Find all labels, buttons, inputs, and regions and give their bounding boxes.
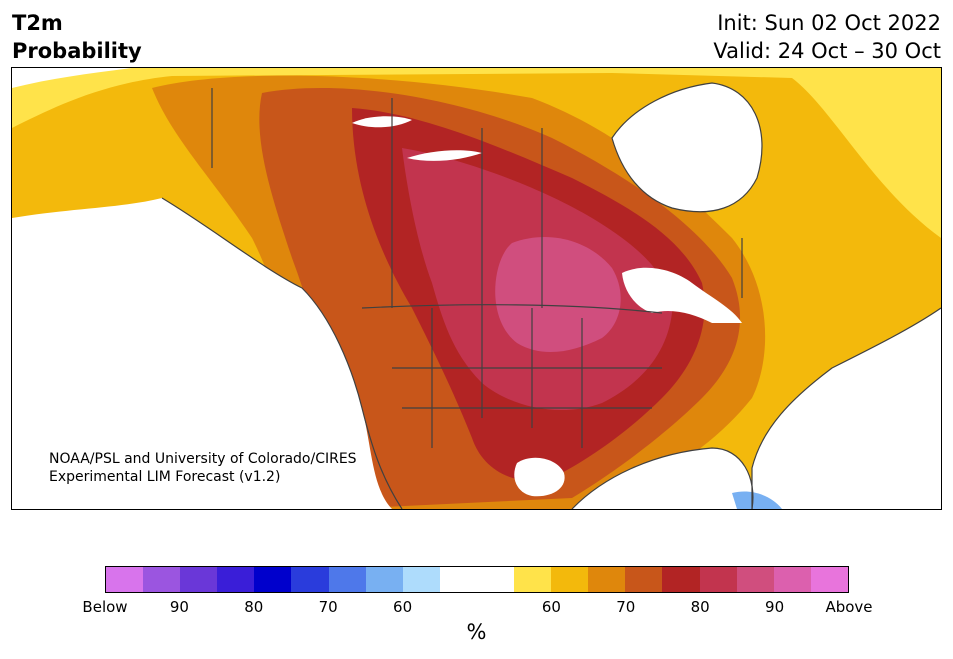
colorbar-tick-label: 80 (244, 598, 264, 616)
region-prob-90 (495, 237, 621, 353)
colorbar-segment (143, 567, 181, 592)
colorbar-segment (773, 567, 811, 592)
colorbar-tick-label: 90 (169, 598, 189, 616)
colorbar-unit-label: % (466, 620, 487, 644)
colorbar-segment (254, 567, 292, 592)
great-slave-lake (407, 150, 482, 161)
plot-title: T2m Probability (12, 9, 142, 65)
colorbar-segment (328, 567, 366, 592)
colorbar-segment (699, 567, 737, 592)
colorbar-ticks: Below 90 80 70 60 60 70 80 90 Above (82, 598, 872, 620)
colorbar-tick-label: 70 (616, 598, 636, 616)
colorbar-segment (736, 567, 774, 592)
colorbar-segment (180, 567, 218, 592)
probability-map: NOAA/PSL and University of Colorado/CIRE… (11, 67, 942, 510)
colorbar-tick-label: 80 (690, 598, 710, 616)
colorbar-segment (365, 567, 403, 592)
colorbar-segment (588, 567, 626, 592)
ocean-pacific (12, 198, 392, 509)
great-bear-lake (352, 116, 412, 128)
colorbar-segment (217, 567, 255, 592)
map-canvas (12, 68, 941, 509)
credit-text: NOAA/PSL and University of Colorado/CIRE… (49, 450, 357, 486)
colorbar-segment (810, 567, 848, 592)
colorbar-tick-label: 60 (393, 598, 413, 616)
colorbar-segment (625, 567, 663, 592)
init-date: Init: Sun 02 Oct 2022 (717, 11, 941, 35)
colorbar (105, 566, 849, 593)
colorbar-segment (551, 567, 589, 592)
credit-line-2: Experimental LIM Forecast (v1.2) (49, 469, 281, 485)
region-prob-low-mexico (514, 457, 565, 497)
caribbean-low-prob (732, 491, 782, 509)
colorbar-segment (439, 567, 477, 592)
colorbar-segment (476, 567, 515, 592)
title-line-2: Probability (12, 39, 142, 63)
colorbar-segment (514, 567, 552, 592)
colorbar-tick-label: Above (825, 598, 873, 616)
hudson-bay (612, 83, 762, 212)
valid-dates: Valid: 24 Oct – 30 Oct (713, 39, 941, 63)
colorbar-segment (106, 567, 144, 592)
great-lakes (622, 267, 742, 323)
borders (161, 82, 941, 509)
colorbar-tick-label: Below (82, 598, 128, 616)
colorbar-tick-label: 60 (541, 598, 561, 616)
colorbar-segment (291, 567, 329, 592)
gulf-of-mexico (572, 448, 753, 509)
credit-line-1: NOAA/PSL and University of Colorado/CIRE… (49, 451, 357, 467)
title-line-1: T2m (12, 11, 63, 35)
colorbar-segment (402, 567, 440, 592)
ocean-atlantic (752, 308, 941, 509)
colorbar-segment (662, 567, 700, 592)
date-info: Init: Sun 02 Oct 2022 Valid: 24 Oct – 30… (713, 9, 941, 65)
colorbar-tick-label: 70 (318, 598, 338, 616)
colorbar-tick-label: 90 (765, 598, 785, 616)
